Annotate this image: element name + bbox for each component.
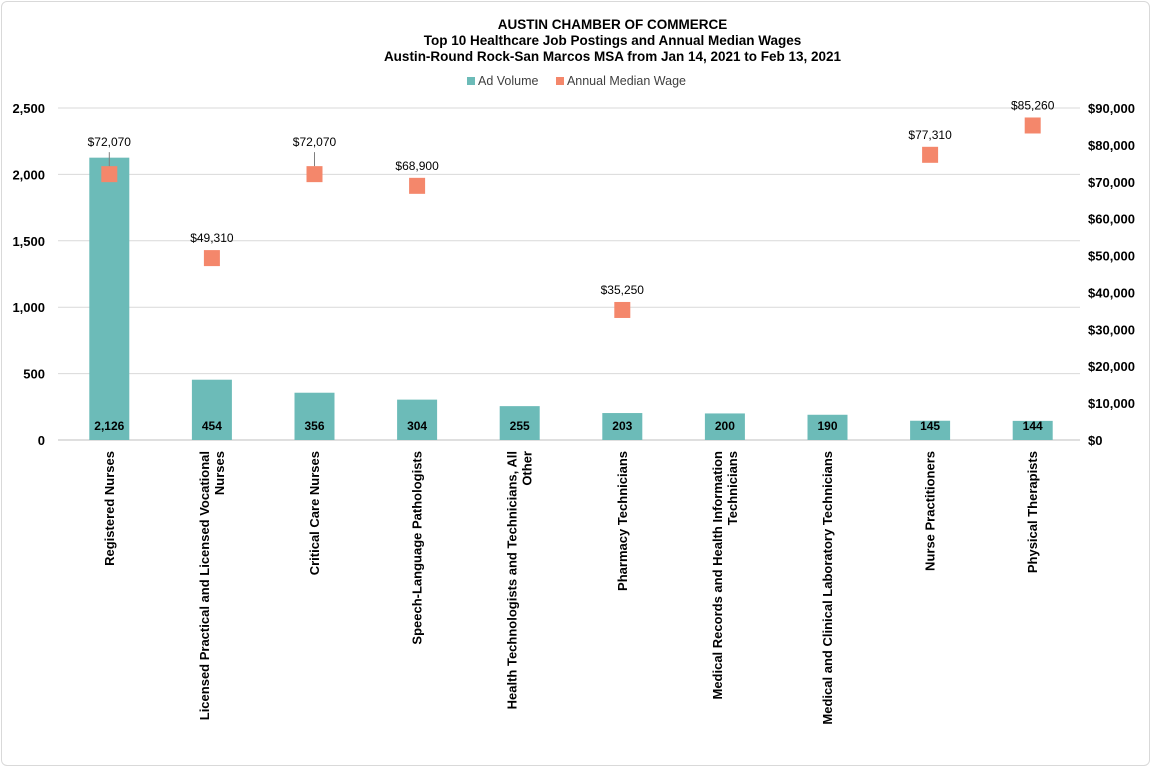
bar-value-label: 200: [715, 419, 735, 433]
right-tick-label: $0: [1088, 433, 1102, 448]
category-label: Technicians: [725, 451, 740, 525]
left-axis: 0 500 1,000 1,500 2,000 2,500: [12, 101, 45, 448]
category-label: Critical Care Nurses: [307, 451, 322, 575]
bar-value-label: 190: [817, 419, 837, 433]
right-tick-label: $40,000: [1088, 285, 1135, 300]
wage-data-label: $72,070: [293, 135, 337, 149]
legend-label-ad-volume: Ad Volume: [477, 74, 539, 88]
category-label: Medical Records and Health Information: [710, 451, 725, 700]
right-tick-label: $60,000: [1088, 212, 1135, 227]
bar: [602, 413, 643, 440]
category-label: Speech-Language Pathologists: [410, 451, 425, 645]
bar-series: [89, 157, 1053, 440]
legend: Ad Volume Annual Median Wage: [0, 74, 1153, 88]
wage-marker: [409, 177, 426, 194]
legend-swatch-ad-volume: [466, 77, 475, 85]
wage-marker: [922, 146, 939, 163]
category-label: Pharmacy Technicians: [615, 451, 630, 591]
bar-data-labels: 2,126 454 356 304 255 203 200 190 145 144: [94, 419, 1043, 433]
wage-data-label: $85,260: [1011, 98, 1055, 112]
category-labels: Registered Nurses Licensed Practical and …: [102, 451, 1040, 725]
title-line-3: Austin-Round Rock-San Marcos MSA from Ja…: [383, 49, 842, 64]
bar-value-label: 356: [304, 419, 324, 433]
bar-value-label: 255: [510, 419, 530, 433]
category-label: Medical and Clinical Laboratory Technici…: [820, 451, 835, 725]
wage-marker: [203, 250, 220, 267]
title-line-2: Top 10 Healthcare Job Postings and Annua…: [423, 33, 802, 48]
legend-item-median-wage: Annual Median Wage: [555, 74, 686, 88]
bar-value-label: 304: [407, 419, 427, 433]
category-label: Registered Nurses: [102, 451, 117, 566]
bar: [807, 414, 848, 440]
bar: [191, 379, 232, 440]
left-tick-label: 1,500: [12, 234, 45, 249]
wage-data-label: $72,070: [88, 135, 132, 149]
left-tick-label: 2,500: [12, 101, 45, 116]
category-label: Licensed Practical and Licensed Vocation…: [197, 451, 212, 720]
right-tick-label: $30,000: [1088, 322, 1135, 337]
bar: [910, 420, 951, 440]
bar-value-label: 145: [920, 419, 940, 433]
chart-title: AUSTIN CHAMBER OF COMMERCE Top 10 Health…: [0, 17, 1153, 65]
right-tick-label: $20,000: [1088, 359, 1135, 374]
wage-marker: [1024, 117, 1041, 134]
bar: [704, 413, 745, 440]
wage-marker: [101, 166, 118, 183]
right-axis: $0 $10,000 $20,000 $30,000 $40,000 $50,000 $60…: [1088, 101, 1135, 448]
right-tick-label: $50,000: [1088, 249, 1135, 264]
left-tick-label: 0: [38, 433, 45, 448]
wage-marker: [614, 301, 631, 318]
bar: [397, 399, 438, 440]
right-tick-label: $10,000: [1088, 396, 1135, 411]
category-label: Health Technologists and Technicians, Al…: [505, 451, 520, 709]
wage-data-label: $77,310: [908, 128, 952, 142]
bar-value-label: 2,126: [94, 419, 124, 433]
left-tick-label: 1,000: [12, 300, 45, 315]
right-tick-label: $70,000: [1088, 175, 1135, 190]
category-label: Nurses: [212, 451, 227, 495]
category-label: Nurse Practitioners: [923, 451, 938, 571]
bar-value-label: 203: [612, 419, 632, 433]
bar-value-label: 144: [1023, 419, 1043, 433]
title-line-1: AUSTIN CHAMBER OF COMMERCE: [497, 17, 728, 32]
wage-data-label: $68,900: [395, 159, 439, 173]
category-label: Physical Therapists: [1025, 451, 1040, 573]
legend-label-median-wage: Annual Median Wage: [566, 74, 686, 88]
bar: [1012, 420, 1053, 440]
category-label: Other: [520, 451, 535, 486]
wage-data-label: $49,310: [190, 231, 234, 245]
wage-marker: [306, 166, 323, 183]
bar: [89, 157, 130, 440]
wage-series: $72,070 $49,310 $72,070 $68,900 $35,250 $77,3…: [88, 98, 1055, 318]
wage-data-label: $35,250: [601, 283, 645, 297]
right-tick-label: $80,000: [1088, 138, 1135, 153]
left-tick-label: 500: [23, 367, 45, 382]
legend-swatch-median-wage: [555, 77, 564, 85]
left-tick-label: 2,000: [12, 167, 45, 182]
legend-item-ad-volume: Ad Volume: [466, 74, 539, 88]
bar: [294, 392, 335, 440]
bar: [499, 406, 540, 440]
bar-value-label: 454: [202, 419, 222, 433]
right-tick-label: $90,000: [1088, 101, 1135, 116]
